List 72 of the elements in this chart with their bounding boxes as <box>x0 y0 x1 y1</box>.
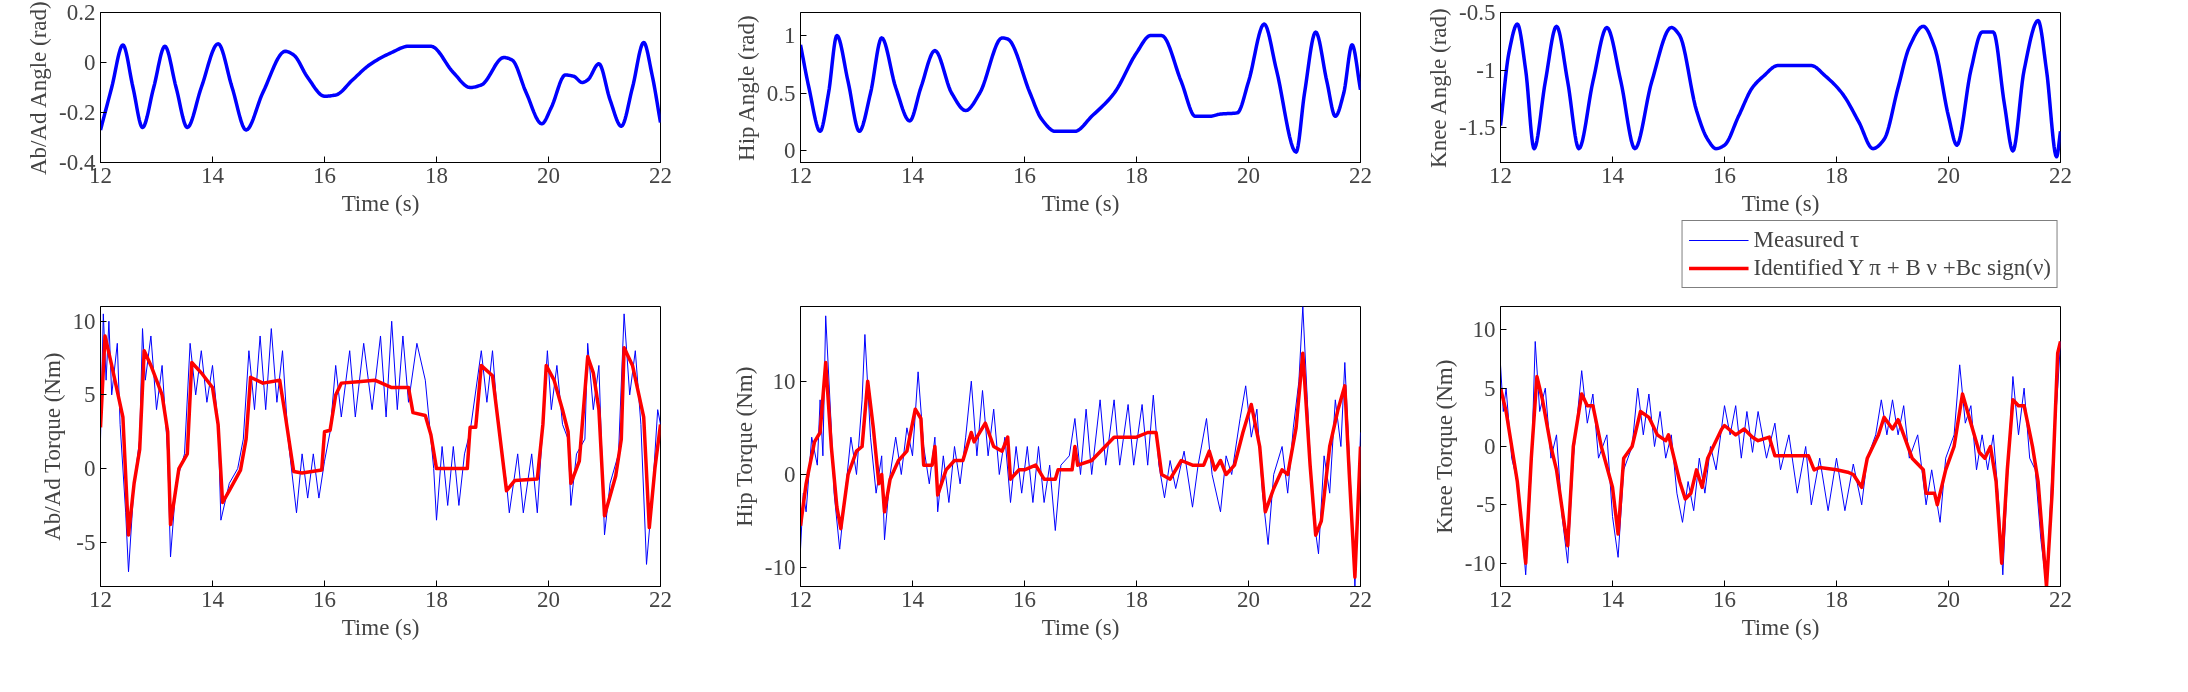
y-axis-title: Ab/Ad Angle (rad) <box>26 1 52 175</box>
x-tick-label: 14 <box>1601 162 1625 188</box>
y-tick-label: 0 <box>784 138 796 164</box>
y-tick-label: -1 <box>1476 57 1496 83</box>
y-tick-label: 5 <box>84 382 96 408</box>
x-tick-label: 12 <box>1489 162 1512 188</box>
y-tick-label: 0 <box>84 50 96 75</box>
x-tick-label: 16 <box>313 586 336 612</box>
x-tick-label: 14 <box>201 586 225 612</box>
y-tick-label: 0 <box>84 456 96 482</box>
x-tick-label: 18 <box>1125 162 1148 188</box>
y-tick-label: -10 <box>764 555 796 581</box>
x-tick-label: 20 <box>537 162 560 188</box>
x-tick-label: 18 <box>1825 162 1848 188</box>
x-tick-label: 20 <box>537 586 560 612</box>
y-axis-title: Hip Angle (rad) <box>733 15 759 161</box>
y-tick-label: -1.5 <box>1459 115 1496 141</box>
x-tick-label: 22 <box>649 586 672 612</box>
y-tick-label: 10 <box>772 368 796 394</box>
x-tick-label: 20 <box>1937 162 1960 188</box>
x-tick-label: 18 <box>425 586 448 612</box>
x-tick-label: 16 <box>313 162 336 188</box>
x-tick-label: 20 <box>1937 586 1960 612</box>
legend-label: Measured τ <box>1753 227 1860 253</box>
x-tick-label: 16 <box>1013 586 1036 612</box>
x-tick-label: 18 <box>1825 586 1848 612</box>
x-tick-label: 22 <box>1349 162 1372 188</box>
x-tick-label: 12 <box>1489 586 1512 612</box>
y-axis-title: Knee Torque (Nm) <box>1431 359 1457 534</box>
y-tick-label: -0.2 <box>59 100 96 125</box>
x-tick-label: 12 <box>789 162 812 188</box>
y-tick-label: 5 <box>1484 375 1496 401</box>
y-tick-label: 0.2 <box>66 0 96 25</box>
x-tick-label: 14 <box>901 586 925 612</box>
line-series <box>100 334 661 537</box>
x-tick-label: 22 <box>649 162 672 188</box>
x-tick-label: 22 <box>1349 586 1372 612</box>
x-tick-label: 18 <box>425 162 448 188</box>
x-axis-title: Time (s) <box>1741 614 1820 640</box>
x-axis-title: Time (s) <box>341 190 420 216</box>
x-tick-label: 18 <box>1125 586 1148 612</box>
x-tick-label: 16 <box>1713 586 1736 612</box>
y-tick-label: 0 <box>784 462 796 487</box>
x-tick-label: 16 <box>1713 162 1736 188</box>
y-tick-label: -10 <box>1464 550 1496 576</box>
x-tick-label: 22 <box>2049 586 2072 612</box>
y-tick-label: 0 <box>1484 434 1496 459</box>
x-tick-label: 12 <box>789 586 812 612</box>
x-tick-label: 14 <box>901 162 925 188</box>
y-tick-label: 1 <box>784 23 796 49</box>
line-series <box>800 351 1361 579</box>
x-tick-label: 12 <box>89 586 112 612</box>
y-axis-title: Hip Torque (Nm) <box>731 366 757 527</box>
x-axis-title: Time (s) <box>1041 614 1120 640</box>
x-tick-label: 14 <box>1601 586 1625 612</box>
x-axis-title: Time (s) <box>1041 190 1120 216</box>
y-tick-label: 0.5 <box>766 80 796 106</box>
legend-label: Identified Y π + B ν +Bc sign(ν) <box>1753 255 2051 281</box>
x-tick-label: 16 <box>1013 162 1036 188</box>
y-tick-label: -5 <box>76 529 96 555</box>
x-tick-label: 20 <box>1237 586 1260 612</box>
y-tick-label: -5 <box>1476 492 1496 518</box>
y-axis-title: Ab/Ad Torque (Nm) <box>39 352 65 541</box>
y-axis-title: Knee Angle (rad) <box>1426 8 1452 168</box>
y-tick-label: 10 <box>1472 317 1496 343</box>
x-axis-title: Time (s) <box>341 614 420 640</box>
x-tick-label: 20 <box>1237 162 1260 188</box>
x-axis-title: Time (s) <box>1741 190 1820 216</box>
y-tick-label: 10 <box>72 308 96 334</box>
x-tick-label: 22 <box>2049 162 2072 188</box>
x-tick-label: 14 <box>201 162 225 188</box>
y-tick-label: -0.5 <box>1459 0 1496 25</box>
